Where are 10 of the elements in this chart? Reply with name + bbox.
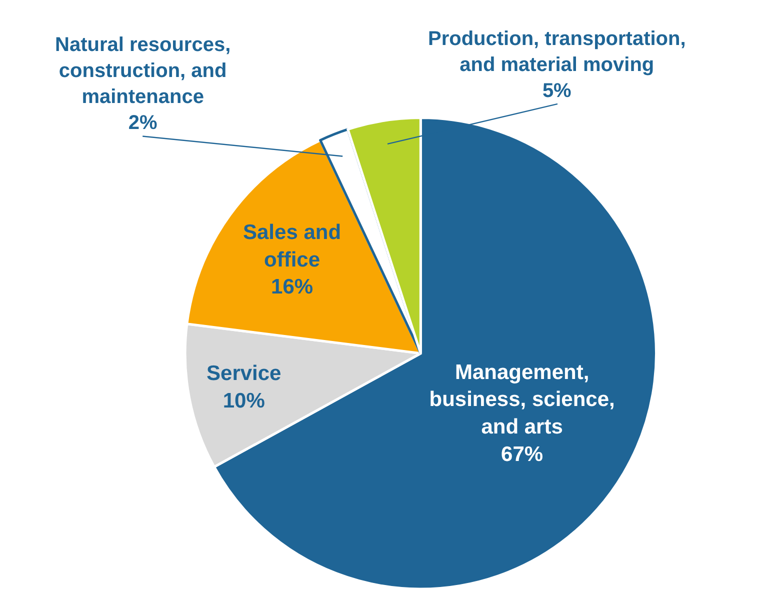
data-label: 67% [501,442,544,466]
slice-label: Service [206,362,282,385]
data-label: 10% [222,389,266,412]
slice-label: Natural resources, construction, and maintenance [55,34,231,108]
data-label: 5% [542,80,572,102]
slice-label: Production, transportation, and material moving [428,28,686,76]
data-label: 2% [128,112,158,134]
slice-label: Management, business, science, and arts [429,360,615,439]
data-label: 16% [271,276,314,299]
slice-label: Sales and office [242,221,342,272]
